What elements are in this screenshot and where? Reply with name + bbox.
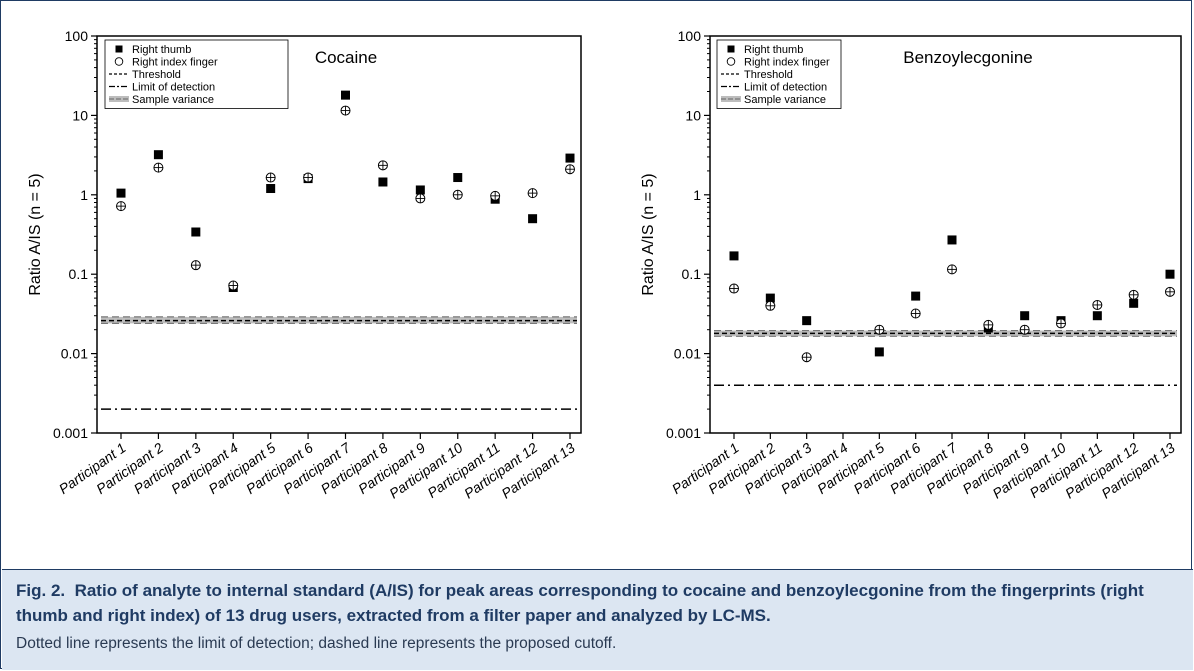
cocaine-right-index-finger-point-5 bbox=[265, 172, 276, 183]
cocaine-right-index-finger-point-6 bbox=[303, 172, 314, 183]
cocaine-ytick-label: 0.001 bbox=[53, 425, 88, 441]
benzoylecgonine-right-thumb-point-5 bbox=[874, 347, 884, 357]
cocaine-right-index-finger-point-8 bbox=[377, 160, 388, 171]
cocaine-legend-label-right-thumb: Right thumb bbox=[132, 44, 191, 56]
cocaine-right-index-finger-point-13 bbox=[565, 164, 575, 175]
cocaine-ytick-label: 100 bbox=[65, 28, 89, 44]
cocaine-right-thumb-point-13 bbox=[565, 153, 575, 163]
cocaine-legend-label-threshold: Threshold bbox=[132, 69, 181, 81]
cocaine-legend-label-sample-variance: Sample variance bbox=[132, 94, 214, 106]
figure-label: Fig. 2. bbox=[16, 581, 66, 600]
cocaine-legend-circle-marker bbox=[114, 57, 124, 66]
figure-caption: Fig. 2. Ratio of analyte to internal sta… bbox=[2, 569, 1193, 670]
cocaine-legend-box bbox=[104, 39, 289, 109]
benzoylecgonine-ytick-label: 10 bbox=[685, 107, 701, 123]
cocaine-right-index-finger-point-1 bbox=[116, 201, 126, 212]
cocaine-right-thumb-point-1 bbox=[116, 188, 126, 198]
benzoylecgonine-ytick-label: 1 bbox=[693, 187, 701, 203]
cocaine-ylabel: Ratio A/IS (n = 5) bbox=[27, 173, 44, 295]
cocaine-legend-label-right-index-finger: Right index finger bbox=[132, 57, 218, 69]
benzoylecgonine-plot-frame bbox=[709, 35, 1182, 434]
cocaine-right-index-finger-point-10 bbox=[452, 189, 463, 200]
benzoylecgonine-ytick-label: 0.001 bbox=[666, 425, 701, 441]
benzoylecgonine-legend-label-limit-of-detection: Limit of detection bbox=[744, 82, 827, 94]
cocaine-right-index-finger-point-2 bbox=[153, 162, 164, 173]
benzoylecgonine-right-index-finger-point-10 bbox=[1056, 318, 1066, 329]
cocaine-ytick-label: 1 bbox=[80, 187, 88, 203]
benzoylecgonine-right-thumb-point-2 bbox=[765, 293, 775, 303]
caption-title: Fig. 2. Ratio of analyte to internal sta… bbox=[16, 578, 1176, 628]
benzoylecgonine-right-index-finger-point-3 bbox=[801, 352, 812, 363]
benzoylecgonine-right-index-finger-point-11 bbox=[1092, 299, 1103, 310]
benzoylecgonine-right-index-finger-point-6 bbox=[910, 308, 921, 319]
benzoylecgonine-right-thumb-point-1 bbox=[729, 251, 739, 261]
benzoylecgonine-right-index-finger-point-8 bbox=[983, 319, 994, 330]
cocaine-right-index-finger-point-12 bbox=[527, 188, 538, 199]
cocaine-right-thumb-point-5 bbox=[266, 184, 276, 194]
benzoylecgonine-right-thumb-point-13 bbox=[1165, 269, 1175, 279]
benzoylecgonine-ytick-label: 0.1 bbox=[682, 266, 702, 282]
benzoylecgonine-right-thumb-point-12 bbox=[1129, 298, 1139, 308]
benzoylecgonine-right-thumb-point-3 bbox=[802, 316, 812, 326]
cocaine-right-thumb-point-7 bbox=[341, 90, 350, 100]
cocaine-chart-title: Cocaine bbox=[315, 48, 377, 67]
cocaine-right-thumb-point-9 bbox=[415, 185, 425, 195]
benzoylecgonine-legend-label-threshold: Threshold bbox=[744, 69, 793, 81]
cocaine-right-thumb-point-2 bbox=[153, 150, 163, 160]
cocaine-sample-variance-band bbox=[101, 316, 577, 324]
benzoylecgonine-sample-variance-band bbox=[714, 330, 1177, 337]
cocaine-right-index-finger-point-4 bbox=[228, 280, 239, 291]
cocaine-plot-frame bbox=[96, 35, 582, 434]
benzoylecgonine-right-index-finger-point-12 bbox=[1128, 289, 1139, 300]
benzoylecgonine-ylabel: Ratio A/IS (n = 5) bbox=[640, 173, 657, 295]
cocaine-right-index-finger-point-9 bbox=[415, 193, 426, 204]
benzoylecgonine-right-index-finger-point-13 bbox=[1165, 286, 1175, 297]
benzoylecgonine-ytick-label: 0.01 bbox=[674, 346, 701, 362]
cocaine-ytick-label: 0.1 bbox=[69, 266, 89, 282]
benzoylecgonine-right-index-finger-point-7 bbox=[947, 264, 957, 275]
cocaine-right-thumb-point-10 bbox=[453, 173, 463, 183]
cocaine-right-index-finger-point-3 bbox=[190, 260, 201, 271]
caption-note: Dotted line represents the limit of dete… bbox=[16, 635, 617, 652]
benzoylecgonine-right-thumb-point-6 bbox=[911, 291, 921, 301]
benzoylecgonine-right-thumb-point-11 bbox=[1092, 311, 1102, 321]
benzoylecgonine-legend-label-right-thumb: Right thumb bbox=[744, 44, 803, 56]
benzoylecgonine-right-thumb-point-7 bbox=[947, 235, 957, 245]
cocaine-right-thumb-point-8 bbox=[378, 177, 388, 187]
cocaine-legend-label-limit-of-detection: Limit of detection bbox=[132, 82, 215, 94]
benzoylecgonine-legend-label-right-index-finger: Right index finger bbox=[744, 57, 830, 69]
cocaine-ytick-label: 0.01 bbox=[61, 346, 88, 362]
benzoylecgonine-right-index-finger-point-2 bbox=[765, 300, 776, 311]
benzoylecgonine-right-index-finger-point-5 bbox=[874, 324, 885, 335]
cocaine-right-thumb-point-3 bbox=[191, 227, 201, 237]
caption-title-text: Ratio of analyte to internal standard (A… bbox=[16, 581, 1144, 625]
benzoylecgonine-right-index-finger-point-1 bbox=[729, 283, 739, 294]
benzoylecgonine-legend-label-sample-variance: Sample variance bbox=[744, 94, 826, 106]
cocaine-right-index-finger-point-11 bbox=[490, 190, 501, 201]
benzoylecgonine-legend-square-marker bbox=[727, 45, 735, 53]
benzoylecgonine-right-index-finger-point-9 bbox=[1019, 324, 1030, 335]
benzoylecgonine-chart-title: Benzoylecgonine bbox=[903, 48, 1032, 67]
cocaine-right-thumb-point-12 bbox=[528, 214, 538, 224]
benzoylecgonine-legend-circle-marker bbox=[726, 57, 736, 66]
benzoylecgonine-right-thumb-point-9 bbox=[1020, 311, 1030, 321]
benzoylecgonine-ytick-label: 100 bbox=[678, 28, 702, 44]
cocaine-legend-square-marker bbox=[115, 45, 123, 53]
cocaine-ytick-label: 10 bbox=[72, 107, 88, 123]
cocaine-right-index-finger-point-7 bbox=[340, 105, 351, 116]
